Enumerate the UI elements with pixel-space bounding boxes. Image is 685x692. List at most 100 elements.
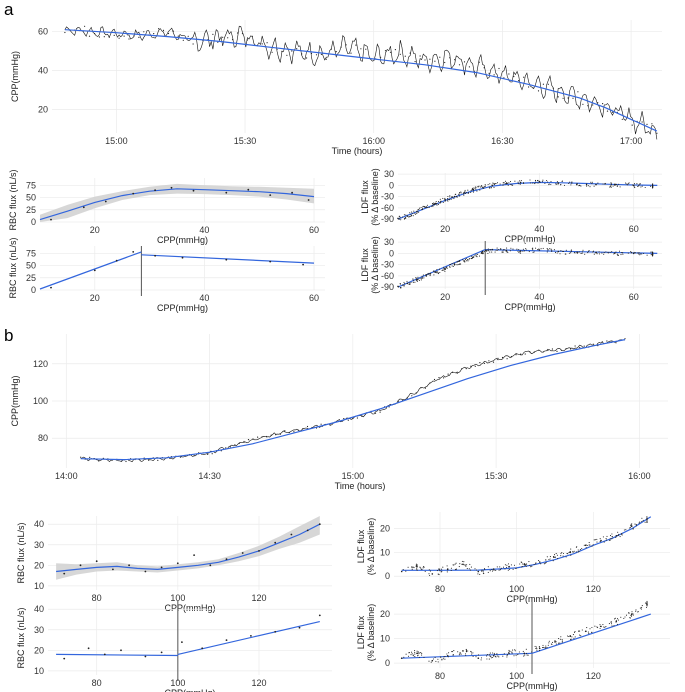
data-point <box>599 541 601 543</box>
data-point <box>538 249 541 251</box>
data-point <box>637 185 639 188</box>
data-point <box>527 654 529 656</box>
data-point <box>434 202 437 205</box>
data-point <box>418 652 420 654</box>
trace-point <box>419 55 421 57</box>
data-point <box>433 202 435 204</box>
series-fit-line <box>39 251 142 290</box>
data-point <box>438 273 440 275</box>
data-point <box>616 618 619 620</box>
data-point <box>513 655 515 657</box>
trace-point <box>587 105 589 107</box>
data-point <box>484 184 486 186</box>
data-point <box>474 186 476 188</box>
data-point <box>403 218 406 220</box>
data-point <box>538 646 541 648</box>
data-point <box>519 563 521 565</box>
data-point <box>470 257 472 259</box>
data-point <box>617 531 619 533</box>
data-point <box>577 251 579 253</box>
chart-b-rbc-smooth: 10 20 30 40 80 100 120 CPP(mmHg) RBC flux (nL/s) <box>16 516 332 613</box>
data-point <box>416 567 418 569</box>
data-point <box>489 251 491 253</box>
data-point <box>439 198 441 200</box>
data-point <box>504 183 506 185</box>
data-point <box>601 252 603 254</box>
trace-point <box>449 57 451 59</box>
data-point <box>614 617 616 619</box>
data-point <box>452 654 454 656</box>
data-point <box>403 281 405 283</box>
trace-point <box>602 103 604 105</box>
data-point <box>637 610 639 613</box>
data-point <box>532 249 534 251</box>
data-point <box>449 265 451 268</box>
data-point <box>411 653 413 655</box>
data-point <box>561 180 563 182</box>
trace-point <box>574 345 576 347</box>
data-point <box>250 635 252 637</box>
data-point <box>465 191 467 193</box>
data-point <box>538 561 541 563</box>
data-point <box>438 569 440 571</box>
data-point <box>596 538 598 540</box>
data-point <box>630 525 633 528</box>
x-tick-label: 40 <box>534 224 544 234</box>
y-tick-label: 120 <box>33 359 48 369</box>
data-point <box>477 654 480 656</box>
data-point <box>154 254 157 257</box>
data-point <box>555 553 557 555</box>
data-point <box>550 183 552 186</box>
data-point <box>465 257 467 260</box>
data-point <box>573 550 575 552</box>
data-point <box>625 182 627 184</box>
trace-point <box>624 338 626 340</box>
trace-point <box>192 43 194 45</box>
data-point <box>486 250 488 252</box>
data-point <box>535 182 537 184</box>
trace-point <box>567 97 569 99</box>
data-point <box>407 566 409 568</box>
data-point <box>561 551 563 554</box>
data-point <box>535 647 537 650</box>
data-point <box>503 182 505 184</box>
data-point <box>421 275 423 277</box>
data-point <box>632 614 634 616</box>
data-point <box>625 529 627 531</box>
data-point <box>458 654 460 656</box>
data-point <box>403 214 405 216</box>
trace-point <box>315 54 318 56</box>
x-tick-label: 15:30 <box>234 136 257 146</box>
data-point <box>480 657 483 659</box>
y-tick-label: 0 <box>385 571 390 581</box>
trace-point <box>439 56 441 58</box>
x-tick-label: 60 <box>629 224 639 234</box>
x-tick-label: 20 <box>440 292 450 302</box>
data-point <box>459 653 461 655</box>
data-point <box>511 652 513 654</box>
data-point <box>405 214 407 216</box>
trace-point <box>123 35 125 37</box>
data-point <box>591 631 593 633</box>
data-point <box>506 653 509 656</box>
trace-point <box>406 397 408 399</box>
data-point <box>87 647 90 650</box>
data-point <box>605 251 607 253</box>
data-point <box>640 186 642 188</box>
trace-point <box>533 351 535 353</box>
data-point <box>546 251 548 253</box>
chart-a-ldf-piecewise: -90-60-30 030 20 40 60 CPP(mmHg) LDF flux (% Δ … <box>360 236 662 312</box>
data-point <box>546 556 548 558</box>
data-point <box>464 261 466 263</box>
data-point <box>534 183 536 185</box>
trace-point <box>365 48 367 50</box>
trace-point <box>251 35 253 37</box>
data-point <box>644 602 647 604</box>
data-point <box>633 186 635 188</box>
data-point <box>571 181 573 183</box>
trace-point <box>524 353 526 355</box>
data-point <box>579 634 581 636</box>
chart-b-rbc-piecewise: 10 20 30 40 80 100 120 CPP(mmHg) RBC flux (nL/s) <box>16 601 332 692</box>
data-point <box>633 183 636 185</box>
y-axis-label: LDF flux <box>356 615 366 649</box>
